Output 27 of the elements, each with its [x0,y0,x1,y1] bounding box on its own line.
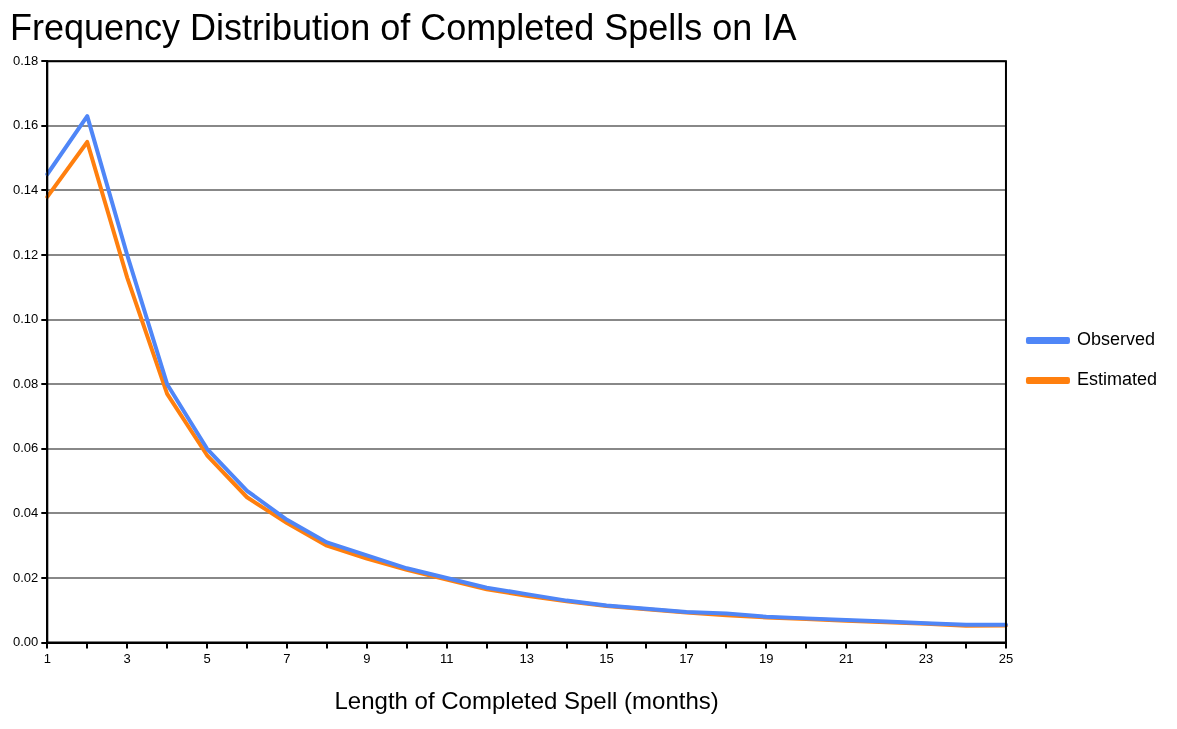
x-tick-label: 21 [838,650,854,666]
x-tick-label: 13 [519,650,534,666]
x-tick-label: 17 [679,650,694,666]
y-tick-label: 0.14 [12,181,39,197]
y-tick-label: 0.08 [12,375,39,391]
y-tick-label: 0.12 [12,246,39,262]
x-axis-title: Length of Completed Spell (months) [334,687,719,715]
y-tick-label: 0.04 [12,504,39,520]
x-tick-label: 25 [998,650,1014,666]
x-tick-label: 5 [203,650,211,666]
y-tick-label: 0.16 [12,117,39,133]
y-tick-label: 0.06 [12,440,39,456]
legend-label: Observed [1076,329,1156,350]
x-tick-label: 23 [918,650,934,666]
x-tick-label: 1 [43,650,51,666]
x-tick-label: 15 [599,650,614,666]
chart-title: Frequency Distribution of Completed Spells on IA [10,6,797,48]
x-tick-label: 7 [283,650,291,666]
x-tick-label: 9 [363,650,371,666]
y-tick-label: 0.18 [12,52,39,68]
x-tick-label: 11 [440,650,454,666]
y-tick-label: 0.02 [12,569,39,585]
x-tick-label: 19 [759,650,774,666]
y-tick-label: 0.10 [12,311,39,327]
x-tick-label: 3 [123,650,131,666]
legend-label: Estimated [1076,369,1158,390]
y-tick-label: 0.00 [12,634,39,650]
